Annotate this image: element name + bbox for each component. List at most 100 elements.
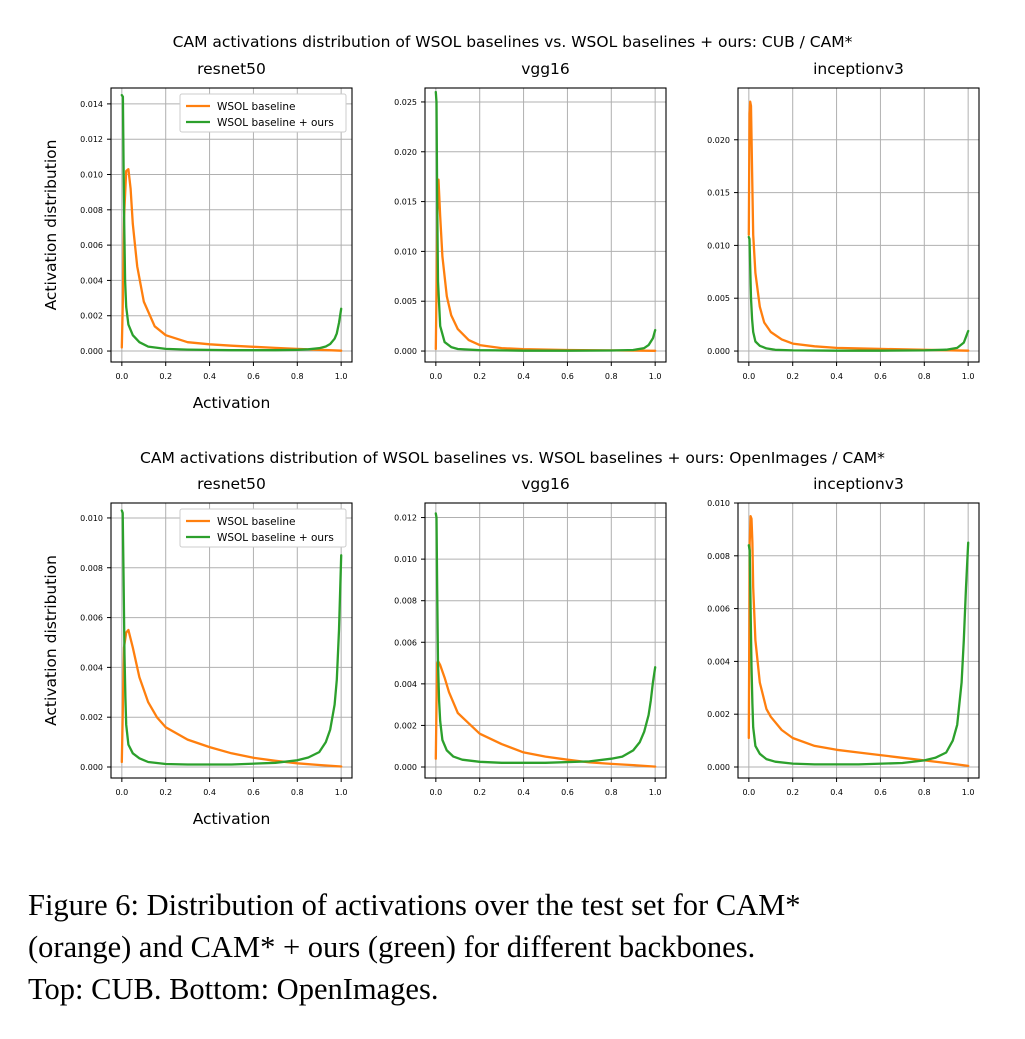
x-tick-label: 0.8	[291, 372, 304, 381]
series-line-ours	[120, 93, 343, 352]
x-tick-label: 0.6	[561, 372, 574, 381]
x-tick-label: 0.2	[159, 372, 172, 381]
figure-panels: 0.0 0.2 0.4 0.6 0.8 1.0 0.000 0.002 0.004 0.006 0.…	[42, 60, 980, 828]
x-tick-label: 0.2	[786, 372, 799, 381]
y-tick-label: 0.006	[707, 605, 730, 614]
x-tick-label: 0.4	[830, 372, 843, 381]
axes-frame	[110, 87, 353, 363]
panel-title: vgg16	[521, 475, 570, 493]
suptitle-openimages: CAM activations distribution of WSOL bas…	[140, 449, 885, 467]
axes-frame	[424, 502, 667, 779]
x-tick-label: 0.2	[159, 788, 172, 797]
x-tick-label: 0.4	[830, 788, 843, 797]
y-tick-label: 0.008	[80, 564, 103, 573]
y-tick-label: 0.008	[80, 206, 103, 215]
series-line-baseline	[434, 659, 657, 768]
x-tick-label: 1.0	[962, 788, 975, 797]
x-tick-label: 0.4	[517, 788, 530, 797]
legend-label-baseline: WSOL baseline	[217, 516, 295, 528]
y-tick-label: 0.010	[80, 514, 103, 523]
y-tick-label: 0.004	[80, 663, 103, 672]
y-tick-label: 0.010	[394, 247, 417, 256]
x-tick-label: 0.8	[918, 788, 931, 797]
x-tick-label: 0.6	[561, 788, 574, 797]
legend-label-ours: WSOL baseline + ours	[217, 117, 334, 129]
y-tick-label: 0.010	[707, 499, 730, 508]
y-tick-label: 0.015	[394, 198, 417, 207]
y-tick-label: 0.020	[394, 148, 417, 157]
series-line-baseline	[120, 628, 343, 768]
y-tick-label: 0.010	[80, 171, 103, 180]
x-tick-label: 0.4	[517, 372, 530, 381]
y-tick-label: 0.002	[80, 312, 103, 321]
x-tick-label: 1.0	[962, 372, 975, 381]
x-tick-label: 1.0	[649, 788, 662, 797]
legend-box	[179, 508, 347, 548]
axes-frame	[110, 502, 353, 779]
y-tick-label: 0.005	[707, 294, 730, 303]
x-tick-label: 0.6	[874, 372, 887, 381]
series-line-ours	[747, 235, 970, 352]
series-line-baseline	[747, 100, 970, 352]
series-line-baseline	[434, 178, 657, 352]
x-tick-label: 0.6	[874, 788, 887, 797]
series-line-baseline	[747, 515, 970, 768]
panel-title: resnet50	[197, 60, 266, 78]
series-line-ours	[747, 541, 970, 766]
y-tick-label: 0.025	[394, 98, 417, 107]
y-tick-label: 0.012	[80, 135, 103, 144]
y-tick-label: 0.010	[707, 241, 730, 250]
y-tick-label: 0.004	[394, 680, 417, 689]
y-tick-label: 0.008	[707, 552, 730, 561]
x-tick-label: 0.0	[115, 788, 128, 797]
x-tick-label: 0.2	[786, 788, 799, 797]
y-tick-label: 0.002	[80, 713, 103, 722]
x-tick-label: 0.4	[203, 788, 216, 797]
y-tick-label: 0.020	[707, 136, 730, 145]
y-tick-label: 0.008	[394, 597, 417, 606]
caption-line-3: Top: CUB. Bottom: OpenImages.	[28, 972, 439, 1006]
legend-label-ours: WSOL baseline + ours	[217, 532, 334, 544]
x-tick-label: 1.0	[335, 788, 348, 797]
y-axis-label: Activation distribution	[42, 555, 60, 726]
x-tick-label: 0.6	[247, 372, 260, 381]
y-axis-label: Activation distribution	[42, 140, 60, 311]
series-line-ours	[120, 509, 343, 766]
y-tick-label: 0.000	[394, 347, 417, 356]
x-tick-label: 0.8	[605, 372, 618, 381]
y-tick-label: 0.010	[394, 555, 417, 564]
axes-frame	[424, 87, 667, 363]
y-tick-label: 0.006	[80, 614, 103, 623]
figure-caption: Figure 6: Distribution of activations ov…	[28, 884, 1008, 1010]
series-line-ours	[434, 512, 657, 764]
x-tick-label: 0.0	[115, 372, 128, 381]
x-tick-label: 0.4	[203, 372, 216, 381]
y-tick-label: 0.014	[80, 100, 103, 109]
x-tick-label: 0.2	[473, 788, 486, 797]
x-axis-label: Activation	[193, 394, 271, 412]
x-axis-label: Activation	[193, 810, 271, 828]
panel-title: inceptionv3	[813, 60, 904, 78]
x-tick-label: 0.0	[742, 372, 755, 381]
x-tick-label: 1.0	[649, 372, 662, 381]
legend-box	[179, 93, 347, 133]
y-tick-label: 0.004	[80, 276, 103, 285]
y-tick-label: 0.002	[707, 710, 730, 719]
x-tick-label: 0.0	[742, 788, 755, 797]
caption-line-1: Figure 6: Distribution of activations ov…	[28, 888, 801, 922]
x-tick-label: 0.8	[918, 372, 931, 381]
y-tick-label: 0.006	[394, 638, 417, 647]
y-tick-label: 0.006	[80, 241, 103, 250]
x-tick-label: 1.0	[335, 372, 348, 381]
x-tick-label: 0.8	[291, 788, 304, 797]
series-line-baseline	[120, 168, 343, 352]
x-tick-label: 0.8	[605, 788, 618, 797]
suptitle-cub: CAM activations distribution of WSOL bas…	[172, 33, 853, 51]
y-tick-label: 0.002	[394, 721, 417, 730]
y-tick-label: 0.004	[707, 657, 730, 666]
y-tick-label: 0.015	[707, 189, 730, 198]
series-line-ours	[434, 90, 657, 352]
panel-title: inceptionv3	[813, 475, 904, 493]
panel-title: resnet50	[197, 475, 266, 493]
x-tick-label: 0.0	[429, 372, 442, 381]
